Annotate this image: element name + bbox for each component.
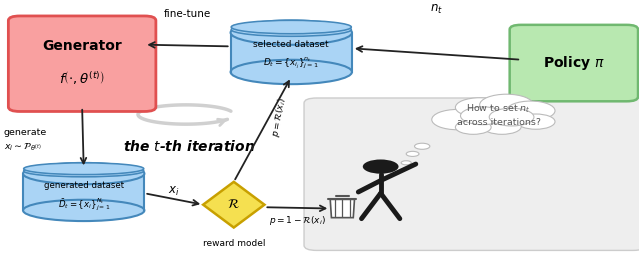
Text: generated dataset: generated dataset [44,181,124,190]
Ellipse shape [24,163,144,174]
Text: selected dataset: selected dataset [253,40,329,49]
Polygon shape [23,174,145,210]
Circle shape [406,151,419,157]
Text: generate
$x_i \sim \mathcal{P}_{\theta^{(t)}}$: generate $x_i \sim \mathcal{P}_{\theta^{… [4,128,47,153]
Circle shape [479,94,533,115]
Polygon shape [230,32,352,72]
Circle shape [516,114,555,129]
Circle shape [483,119,521,134]
Circle shape [461,107,505,125]
Ellipse shape [231,20,351,34]
Text: Generator: Generator [42,39,122,53]
Circle shape [489,108,534,126]
FancyBboxPatch shape [8,16,156,112]
FancyBboxPatch shape [509,25,638,101]
Text: $\mathcal{R}$: $\mathcal{R}$ [227,198,240,211]
Circle shape [401,161,412,165]
Ellipse shape [23,200,145,221]
Circle shape [432,109,483,130]
Text: $n_t$: $n_t$ [430,3,443,16]
Text: $D_t = \{x_{i_j}\}_{j=1}^{n_t}$: $D_t = \{x_{i_j}\}_{j=1}^{n_t}$ [263,56,319,71]
Text: fine-tune: fine-tune [164,9,211,19]
Text: Policy $\pi$: Policy $\pi$ [543,54,605,72]
Circle shape [363,159,399,174]
Circle shape [415,143,430,149]
Ellipse shape [230,20,352,45]
Ellipse shape [24,165,144,177]
Circle shape [506,101,555,120]
Text: $p = \mathcal{R}(x_i)$: $p = \mathcal{R}(x_i)$ [269,96,289,138]
FancyBboxPatch shape [304,98,640,250]
Text: reward model: reward model [202,239,265,248]
Ellipse shape [230,60,352,84]
Text: How to set $\boldsymbol{n_t}$
across iterations?: How to set $\boldsymbol{n_t}$ across ite… [457,102,541,127]
Text: $p = 1 - \mathcal{R}(x_i)$: $p = 1 - \mathcal{R}(x_i)$ [269,213,326,226]
Circle shape [456,120,491,134]
Polygon shape [203,182,264,228]
Circle shape [456,98,504,117]
Ellipse shape [231,23,351,36]
Text: $x_i$: $x_i$ [168,185,179,198]
Text: $f\left(\cdot, \theta^{(t)}\right)$: $f\left(\cdot, \theta^{(t)}\right)$ [59,69,105,86]
Text: the $t$-th iteration: the $t$-th iteration [123,139,255,154]
Text: $\bar{D}_t = \{x_i\}_{j=1}^{N_t}$: $\bar{D}_t = \{x_i\}_{j=1}^{N_t}$ [58,197,110,213]
Ellipse shape [23,163,145,184]
Polygon shape [330,199,355,218]
